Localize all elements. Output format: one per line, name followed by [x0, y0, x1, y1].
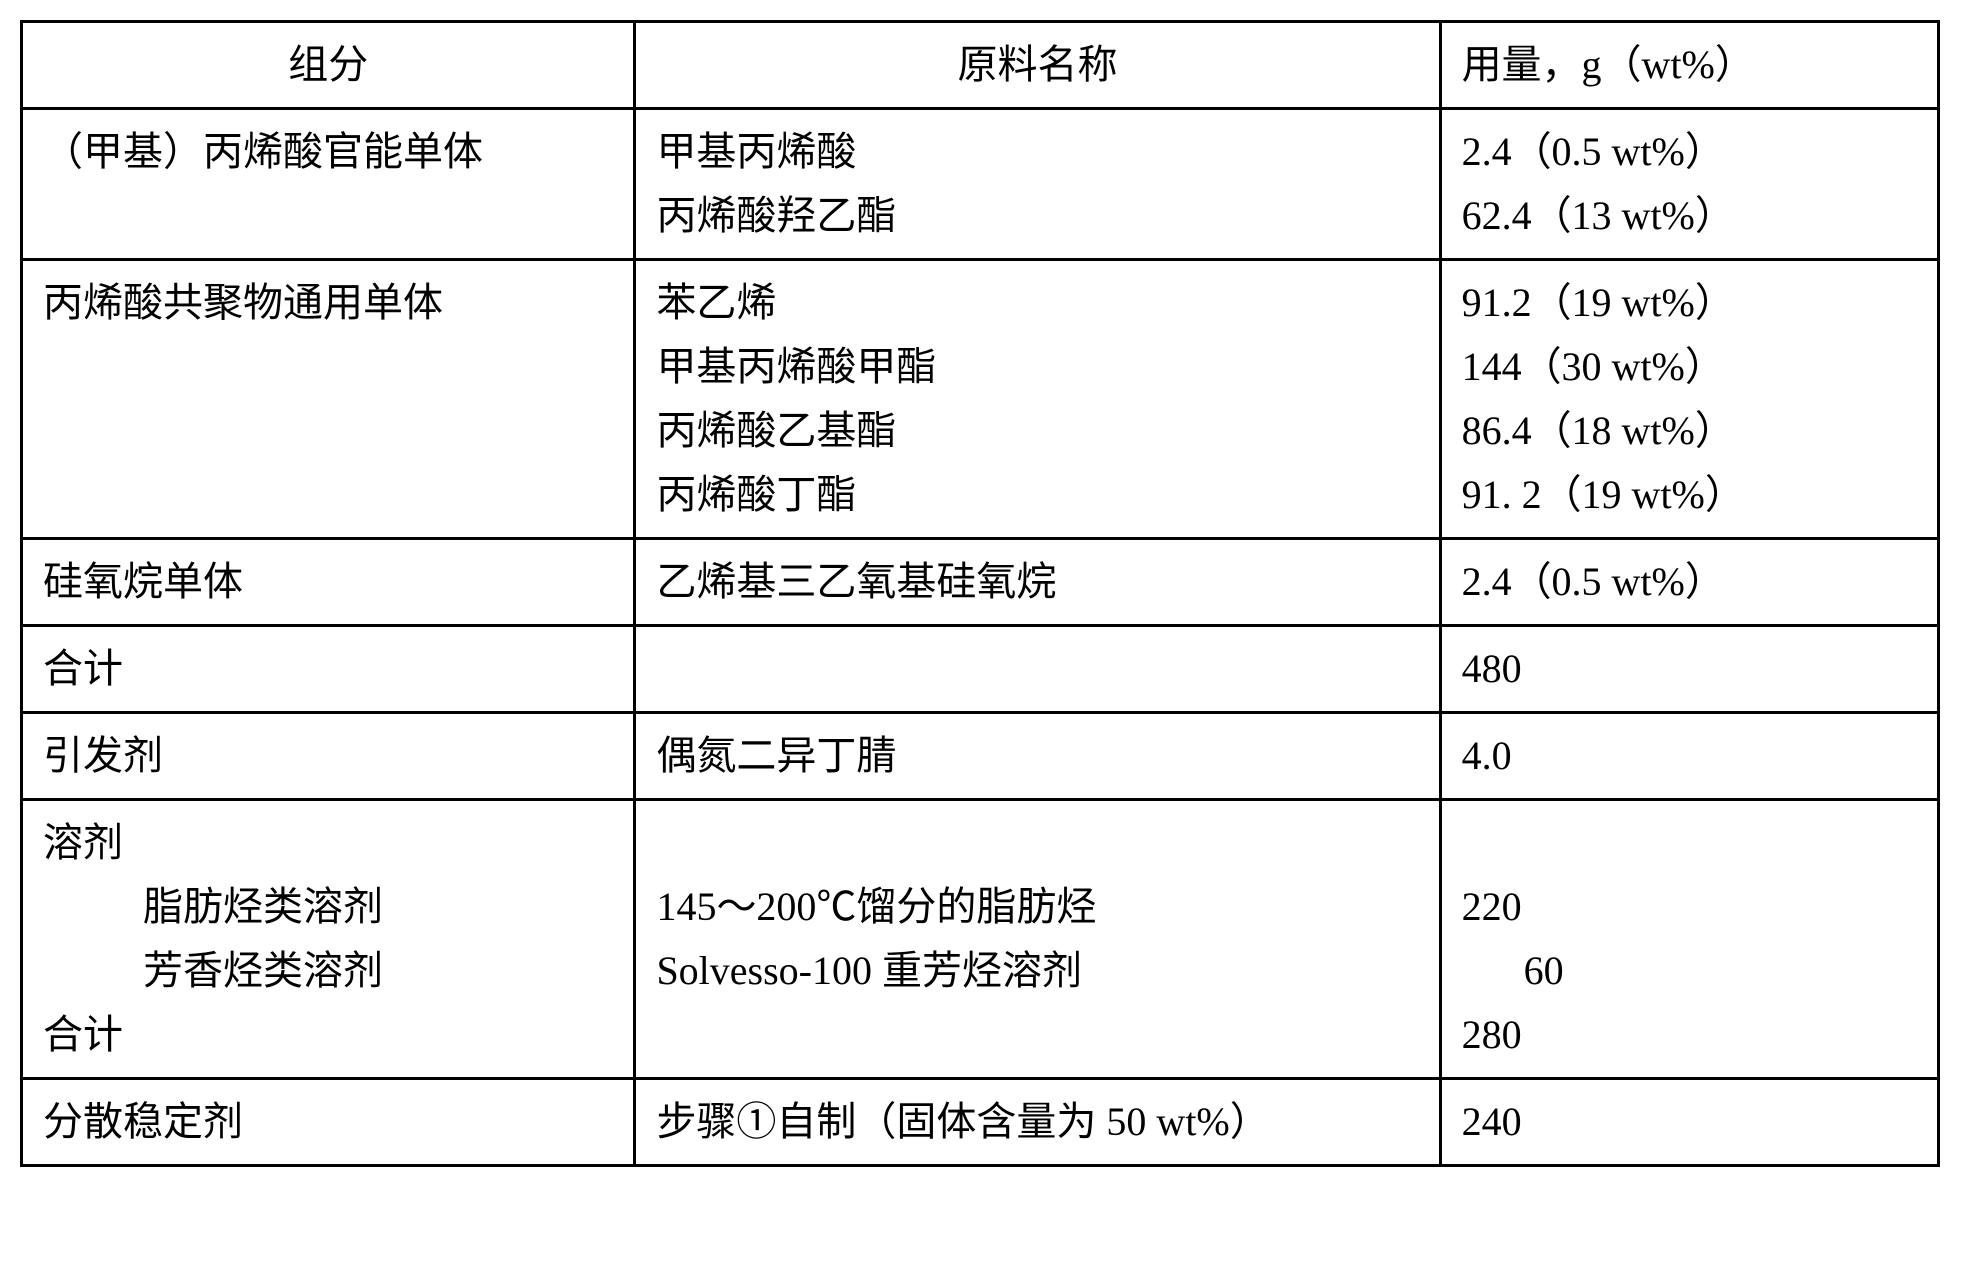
- cell-material: 苯乙烯 甲基丙烯酸甲酯 丙烯酸乙基酯 丙烯酸丁酯: [635, 260, 1440, 539]
- table-row: 硅氧烷单体 乙烯基三乙氧基硅氧烷 2.4（0.5 wt%）: [22, 539, 1939, 626]
- cell-material: [635, 626, 1440, 713]
- cell-component: 合计: [22, 626, 635, 713]
- material-line: 苯乙烯: [656, 271, 1418, 335]
- table-header-row: 组分 原料名称 用量，g（wt%）: [22, 22, 1939, 109]
- cell-material: 145～200℃馏分的脂肪烃 Solvesso-100 重芳烃溶剂: [635, 800, 1440, 1079]
- amount-line: 91. 2（19 wt%）: [1462, 463, 1917, 527]
- cell-amount: 2.4（0.5 wt%） 62.4（13 wt%）: [1440, 109, 1938, 260]
- cell-amount: 220 60 280: [1440, 800, 1938, 1079]
- cell-component: 分散稳定剂: [22, 1079, 635, 1166]
- cell-component: 硅氧烷单体: [22, 539, 635, 626]
- amount-line: [1462, 811, 1917, 875]
- cell-material: 偶氮二异丁腈: [635, 713, 1440, 800]
- material-line: 145～200℃馏分的脂肪烃: [656, 875, 1418, 939]
- cell-component: 丙烯酸共聚物通用单体: [22, 260, 635, 539]
- material-line: Solvesso-100 重芳烃溶剂: [656, 939, 1418, 1003]
- table-row: 分散稳定剂 步骤①自制（固体含量为 50 wt%） 240: [22, 1079, 1939, 1166]
- table-row: （甲基）丙烯酸官能单体 甲基丙烯酸 丙烯酸羟乙酯 2.4（0.5 wt%） 62…: [22, 109, 1939, 260]
- amount-line: 86.4（18 wt%）: [1462, 399, 1917, 463]
- cell-material: 甲基丙烯酸 丙烯酸羟乙酯: [635, 109, 1440, 260]
- cell-amount: 480: [1440, 626, 1938, 713]
- table-row: 引发剂 偶氮二异丁腈 4.0: [22, 713, 1939, 800]
- amount-line: 280: [1462, 1003, 1917, 1067]
- cell-component: （甲基）丙烯酸官能单体: [22, 109, 635, 260]
- material-line: 丙烯酸羟乙酯: [656, 184, 1418, 248]
- col-header-material: 原料名称: [635, 22, 1440, 109]
- table-row: 溶剂 脂肪烃类溶剂 芳香烃类溶剂 合计 145～200℃馏分的脂肪烃 Solve…: [22, 800, 1939, 1079]
- formulation-table-wrap: 组分 原料名称 用量，g（wt%） （甲基）丙烯酸官能单体 甲基丙烯酸 丙烯酸羟…: [20, 20, 1940, 1167]
- material-line: [656, 1003, 1418, 1067]
- cell-component: 引发剂: [22, 713, 635, 800]
- solvent-sub2: 芳香烃类溶剂: [43, 939, 613, 1003]
- amount-line: 144（30 wt%）: [1462, 335, 1917, 399]
- table-row: 丙烯酸共聚物通用单体 苯乙烯 甲基丙烯酸甲酯 丙烯酸乙基酯 丙烯酸丁酯 91.2…: [22, 260, 1939, 539]
- table-row: 合计 480: [22, 626, 1939, 713]
- cell-amount: 2.4（0.5 wt%）: [1440, 539, 1938, 626]
- cell-amount: 240: [1440, 1079, 1938, 1166]
- amount-line: 60: [1462, 939, 1917, 1003]
- cell-amount: 4.0: [1440, 713, 1938, 800]
- solvent-sub1: 脂肪烃类溶剂: [43, 875, 613, 939]
- material-line: 丙烯酸丁酯: [656, 463, 1418, 527]
- material-line: 甲基丙烯酸甲酯: [656, 335, 1418, 399]
- col-header-amount: 用量，g（wt%）: [1440, 22, 1938, 109]
- amount-line: 2.4（0.5 wt%）: [1462, 120, 1917, 184]
- material-line: [656, 811, 1418, 875]
- amount-line: 62.4（13 wt%）: [1462, 184, 1917, 248]
- solvent-total: 合计: [43, 1003, 613, 1067]
- cell-amount: 91.2（19 wt%） 144（30 wt%） 86.4（18 wt%） 91…: [1440, 260, 1938, 539]
- formulation-table: 组分 原料名称 用量，g（wt%） （甲基）丙烯酸官能单体 甲基丙烯酸 丙烯酸羟…: [20, 20, 1940, 1167]
- col-header-component: 组分: [22, 22, 635, 109]
- amount-line: 220: [1462, 875, 1917, 939]
- material-line: 甲基丙烯酸: [656, 120, 1418, 184]
- cell-material: 步骤①自制（固体含量为 50 wt%）: [635, 1079, 1440, 1166]
- cell-component: 溶剂 脂肪烃类溶剂 芳香烃类溶剂 合计: [22, 800, 635, 1079]
- amount-line: 91.2（19 wt%）: [1462, 271, 1917, 335]
- cell-material: 乙烯基三乙氧基硅氧烷: [635, 539, 1440, 626]
- solvent-title: 溶剂: [43, 811, 613, 875]
- material-line: 丙烯酸乙基酯: [656, 399, 1418, 463]
